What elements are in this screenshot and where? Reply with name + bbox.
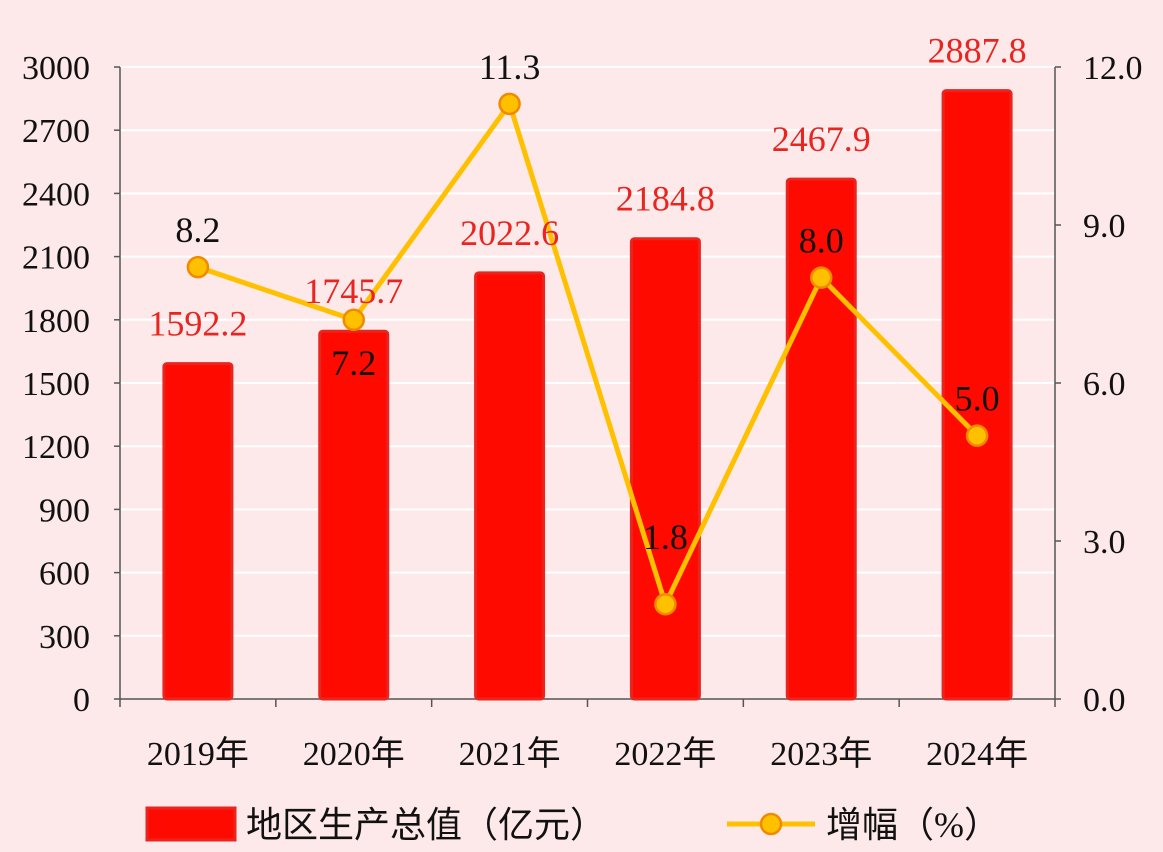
growth-value-label: 8.0 [799, 221, 844, 261]
left-axis-tick-label: 2100 [22, 240, 90, 277]
x-axis-category-label: 2021年 [459, 735, 561, 773]
left-axis-tick-label: 900 [39, 492, 90, 529]
bar-value-label: 2022.6 [460, 213, 559, 253]
growth-line [197, 101, 979, 607]
growth-point [498, 92, 521, 116]
axes: 0 300 600 900 1200 1500 1800 2100 2400 2700 3000 0.… [22, 50, 1143, 773]
growth-value-label: 5.0 [955, 379, 1000, 419]
gridlines [120, 66, 1055, 637]
right-axis-tick-label: 3.0 [1083, 524, 1126, 561]
left-axis-tick-label: 0 [73, 682, 90, 719]
x-axis-category-label: 2024年 [926, 735, 1028, 773]
left-axis-tick-label: 3000 [22, 50, 90, 87]
left-axis-tick-label: 1800 [22, 303, 90, 340]
growth-value-label: 7.2 [331, 343, 376, 383]
growth-value-label: 1.8 [643, 517, 688, 557]
right-axis-tick-label: 0.0 [1083, 682, 1126, 719]
legend: 地区生产总值（亿元） 增幅（%） [145, 805, 1000, 845]
x-axis-category-label: 2023年 [770, 735, 872, 773]
bar [629, 237, 701, 701]
legend-bar-swatch [145, 806, 237, 842]
bar-series [162, 89, 1013, 701]
x-axis-category-label: 2019年 [147, 735, 249, 773]
bar-value-label: 1592.2 [148, 304, 247, 344]
legend-line-label: 增幅（%） [826, 805, 1000, 845]
x-axis-category-label: 2022年 [614, 735, 716, 773]
bar-value-label: 2184.8 [616, 179, 715, 219]
bar-value-label: 2467.9 [772, 119, 871, 159]
left-axis-tick-label: 600 [39, 556, 90, 593]
left-axis-tick-label: 2700 [22, 113, 90, 150]
data-labels: 1592.2 1745.7 2022.6 2184.8 2467.9 2887.8 8.2 7… [148, 31, 1026, 558]
bar [318, 329, 390, 701]
right-axis-tick-label: 6.0 [1083, 366, 1126, 403]
bar-value-label: 2887.8 [928, 31, 1027, 71]
growth-point [654, 592, 677, 616]
bar [941, 89, 1013, 701]
legend-bar-label: 地区生产总值（亿元） [246, 805, 606, 845]
line-series [186, 92, 989, 616]
growth-point [810, 266, 833, 289]
right-axis-tick-label: 12.0 [1083, 50, 1143, 87]
growth-point [342, 308, 365, 332]
growth-point [186, 255, 210, 279]
left-axis-tick-label: 1500 [22, 366, 90, 403]
bar [474, 271, 546, 701]
right-axis-tick-label: 9.0 [1083, 208, 1126, 245]
left-axis-tick-label: 1200 [22, 429, 90, 466]
x-axis-category-label: 2020年 [303, 735, 405, 773]
bar [162, 362, 234, 701]
growth-value-label: 8.2 [175, 210, 220, 250]
left-axis-tick-label: 300 [39, 619, 90, 656]
legend-line-marker [759, 812, 783, 836]
bar-value-label: 1745.7 [304, 271, 403, 311]
growth-point [965, 424, 989, 447]
left-axis-tick-label: 2400 [22, 176, 90, 213]
growth-value-label: 11.3 [479, 47, 541, 87]
